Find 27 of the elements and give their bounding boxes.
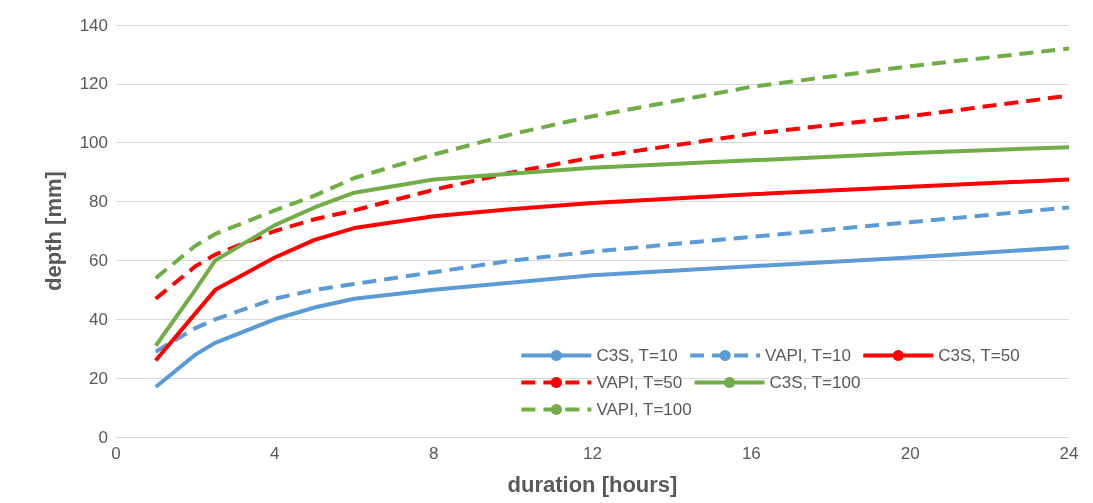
x-tick-label: 24 [1059, 444, 1079, 463]
line-series [153, 46, 1071, 281]
x-axis-title: duration [hours] [507, 471, 678, 497]
y-tick-label: 0 [98, 427, 108, 447]
y-tick-label: 140 [79, 15, 108, 35]
x-tick-label: 0 [111, 444, 121, 463]
x-tick-label: 20 [900, 444, 920, 463]
y-tick-label: 100 [79, 133, 108, 153]
x-tick-label: 12 [583, 444, 602, 463]
line-series [153, 177, 1071, 363]
legend-label: VAPI, T=10 [765, 346, 851, 365]
x-tick-label: 8 [428, 444, 439, 463]
x-tick-label: 4 [270, 444, 280, 463]
y-tick-label: 20 [89, 368, 108, 388]
y-tick-label: 40 [89, 309, 108, 329]
legend-label: C3S, T=10 [596, 346, 678, 365]
y-tick-label: 120 [79, 74, 108, 94]
y-axis-title: depth [mm] [40, 171, 66, 291]
legend-label: C3S, T=50 [938, 346, 1020, 365]
line-series [153, 245, 1071, 389]
y-tick-label: 60 [89, 250, 108, 270]
line-series [153, 145, 1071, 348]
legend-label: VAPI, T=100 [596, 400, 692, 419]
y-tick-label: 80 [89, 192, 108, 212]
legend-label: C3S, T=100 [769, 373, 861, 392]
x-tick-label: 16 [741, 444, 761, 463]
legend-label: VAPI, T=50 [596, 373, 683, 392]
